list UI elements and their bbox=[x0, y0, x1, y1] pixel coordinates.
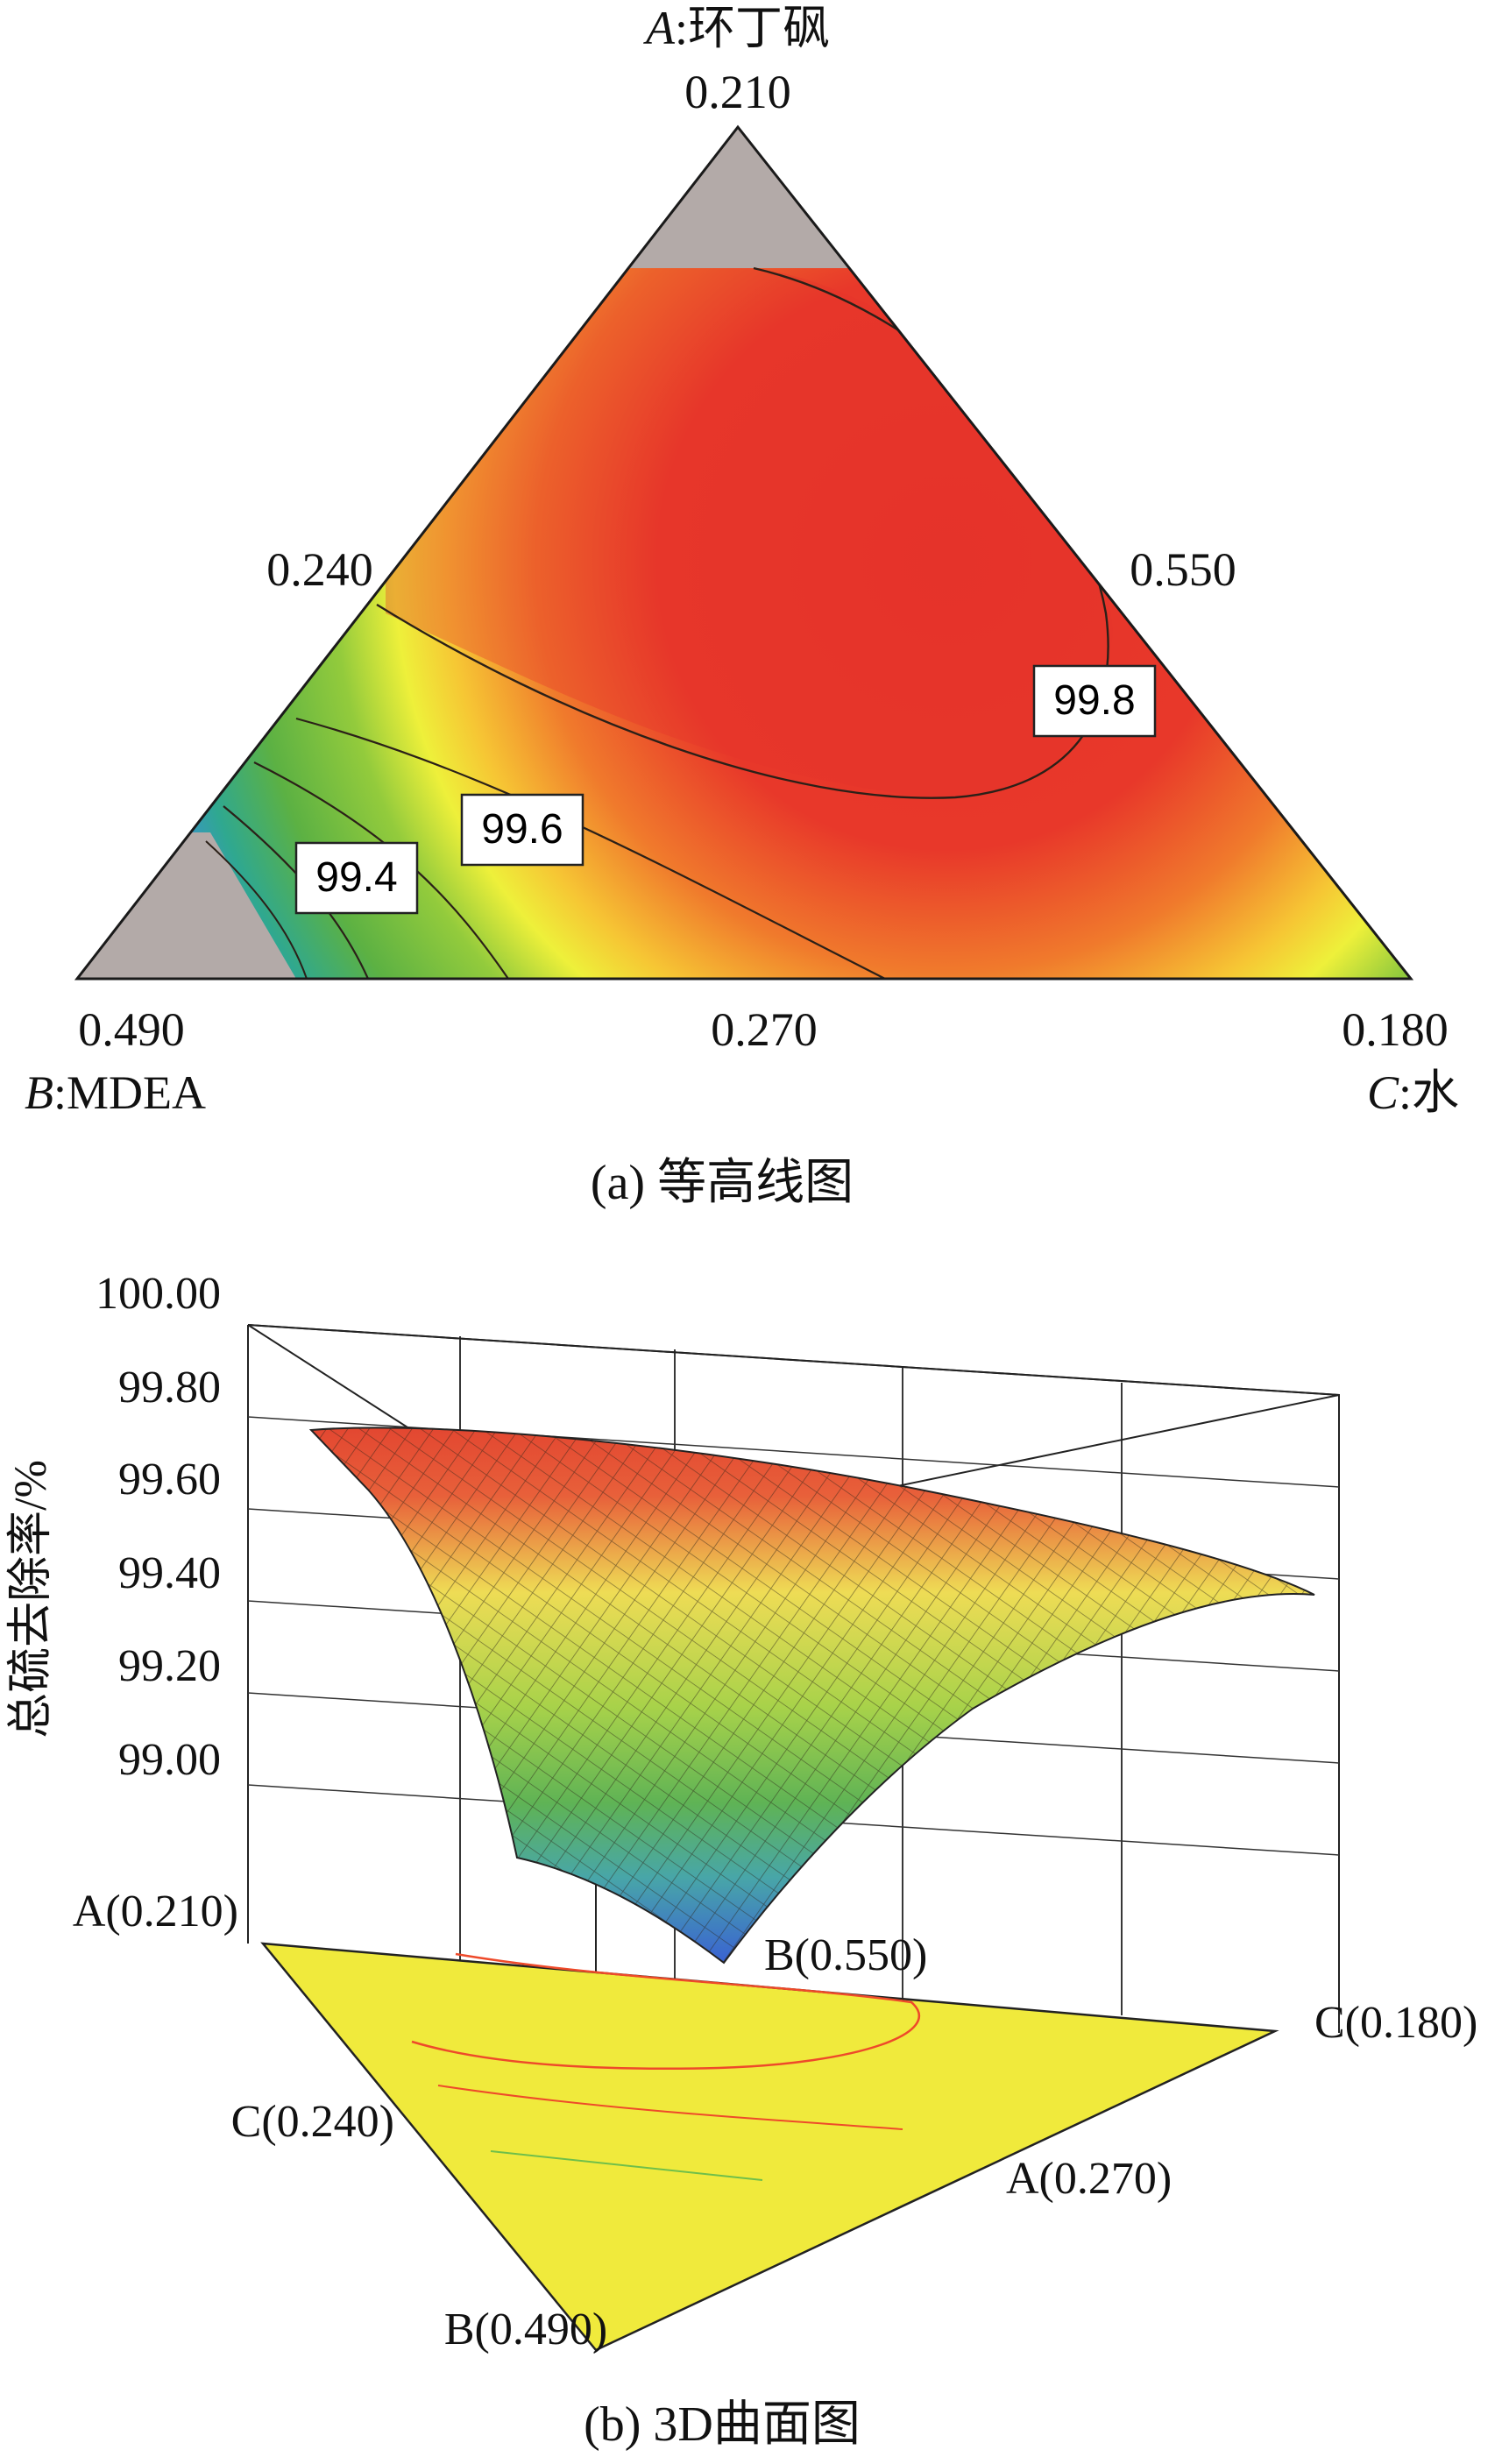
svg-text:B:MDEA: B:MDEA bbox=[25, 1066, 206, 1119]
z-tick: 99.60 bbox=[118, 1455, 221, 1505]
axis-b-name: :MDEA bbox=[53, 1066, 206, 1119]
floor-projection bbox=[260, 1942, 1279, 2352]
surface-plot: 100.00 99.80 99.60 99.40 99.20 99.00 总硫去… bbox=[6, 1269, 1477, 2452]
floor-contour-red bbox=[411, 1952, 920, 2071]
floor-contour-green bbox=[490, 2150, 763, 2181]
axis-a-mid-tick: 0.240 bbox=[266, 543, 373, 596]
svg-text:99.6: 99.6 bbox=[481, 806, 563, 853]
axis-a-name: :环丁砜 bbox=[675, 2, 830, 54]
corner-label-c-left: C(0.240) bbox=[231, 2097, 394, 2147]
z-tick: 100.00 bbox=[96, 1269, 221, 1319]
corner-label-c-right: C(0.180) bbox=[1314, 1998, 1477, 2048]
svg-text:99.4: 99.4 bbox=[315, 854, 397, 901]
z-tick: 99.20 bbox=[118, 1641, 221, 1691]
axis-b-var: B bbox=[25, 1066, 53, 1119]
contour-label-99.6: 99.6 bbox=[460, 793, 584, 867]
axis-a-title: A:环丁砜 bbox=[643, 2, 830, 54]
svg-text:99.8: 99.8 bbox=[1053, 677, 1135, 724]
axis-b-title: B:MDEA bbox=[25, 1066, 206, 1119]
axis-b-bottom-tick: 0.490 bbox=[78, 1003, 185, 1056]
contour-label-99.4: 99.4 bbox=[294, 841, 419, 915]
ternary-frame bbox=[74, 124, 1414, 981]
axis-a-bottom-tick: 0.270 bbox=[711, 1003, 818, 1056]
caption-a: (a) 等高线图 bbox=[591, 1156, 854, 1210]
floor-contour-orange bbox=[437, 2085, 903, 2130]
caption-b: (b) 3D曲面图 bbox=[584, 2397, 861, 2452]
z-tick: 99.80 bbox=[118, 1363, 221, 1413]
axis-c-title: C:水 bbox=[1367, 1066, 1459, 1119]
corner-label-b-bottom: B(0.490) bbox=[444, 2305, 607, 2354]
axis-a-var: A bbox=[643, 2, 676, 54]
z-axis: 100.00 99.80 99.60 99.40 99.20 99.00 总硫去… bbox=[6, 1269, 221, 1785]
z-tick: 99.00 bbox=[118, 1735, 221, 1785]
axis-a-top-tick: 0.210 bbox=[684, 66, 791, 118]
z-axis-label: 总硫去除率/% bbox=[6, 1460, 56, 1738]
surface-mesh bbox=[311, 1427, 1314, 1963]
z-tick: 99.40 bbox=[118, 1548, 221, 1598]
svg-text:C:水: C:水 bbox=[1367, 1066, 1459, 1119]
axis-b-top-tick: 0.550 bbox=[1130, 543, 1236, 596]
corner-label-b-top: B(0.550) bbox=[764, 1930, 927, 1980]
svg-text:A:环丁砜: A:环丁砜 bbox=[643, 2, 830, 54]
contour-line-99.2 bbox=[205, 840, 308, 979]
corner-label-a-top: A(0.210) bbox=[73, 1887, 238, 1937]
axis-c-name: :水 bbox=[1399, 1066, 1459, 1119]
axis-c-bottom-tick: 0.180 bbox=[1342, 1003, 1449, 1056]
corner-label-a-right: A(0.270) bbox=[1006, 2154, 1172, 2204]
high-region-glow bbox=[386, 268, 1113, 798]
axis-c-var: C bbox=[1367, 1066, 1399, 1119]
contour-plot: 99.8 99.6 99.4 A:环丁砜 0.210 0.240 0.550 0… bbox=[25, 2, 1459, 1210]
excluded-region-top bbox=[613, 127, 862, 268]
contour-label-99.8: 99.8 bbox=[1032, 664, 1157, 738]
